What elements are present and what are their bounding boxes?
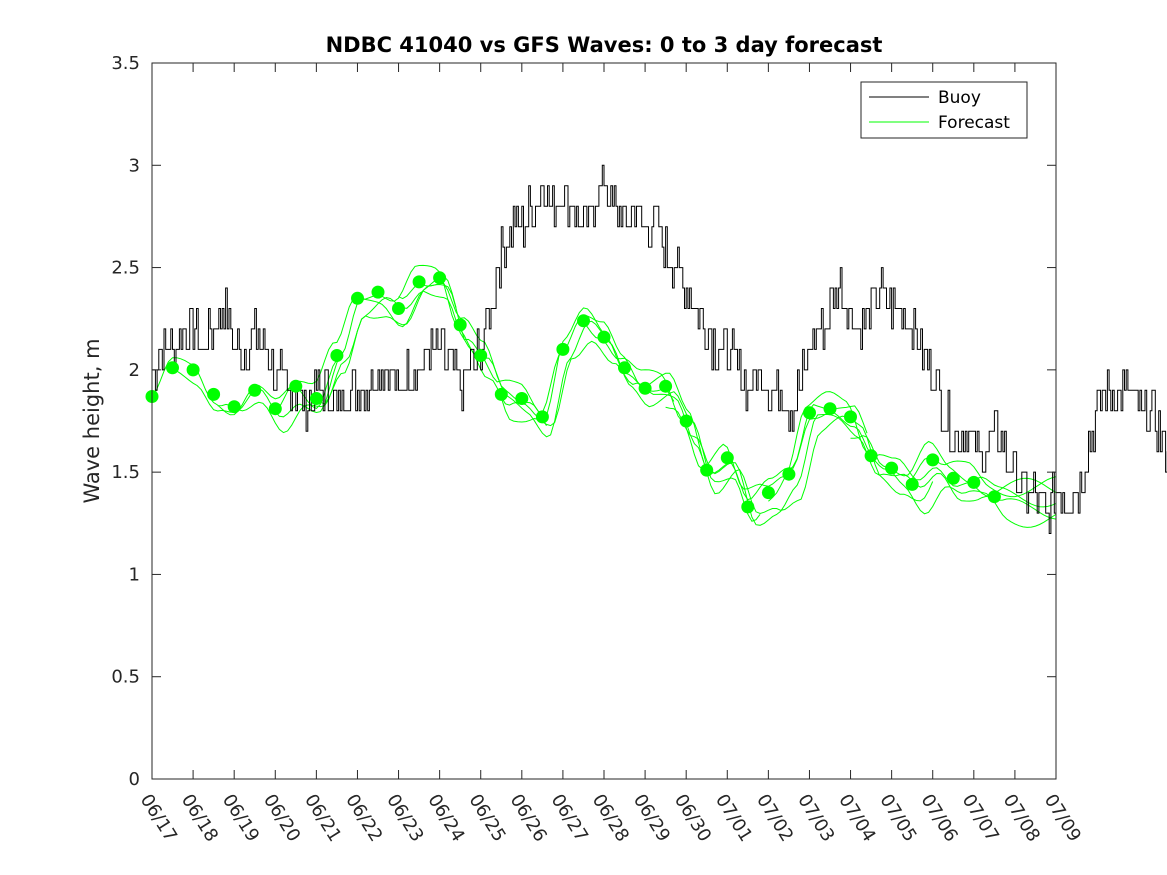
- forecast-point: [268, 402, 282, 416]
- forecast-point: [186, 363, 200, 377]
- forecast-point: [597, 330, 611, 344]
- forecast-point: [351, 291, 364, 305]
- forecast-point: [679, 414, 693, 428]
- forecast-point: [166, 361, 179, 375]
- forecast-point: [864, 449, 878, 463]
- y-tick-label: 0: [129, 769, 140, 790]
- forecast-point: [618, 361, 631, 375]
- forecast-point: [844, 410, 857, 424]
- y-tick-label: 1.5: [111, 462, 140, 483]
- forecast-point: [987, 490, 1001, 504]
- forecast-point: [248, 383, 262, 397]
- forecast-point: [803, 406, 816, 420]
- forecast-point: [535, 410, 549, 424]
- forecast-point: [967, 475, 981, 489]
- buoy-line: [152, 164, 1167, 534]
- forecast-run-line: [500, 340, 934, 515]
- forecast-point: [885, 461, 899, 475]
- forecast-point: [289, 379, 303, 393]
- chart-title: NDBC 41040 vs GFS Waves: 0 to 3 day fore…: [326, 33, 883, 57]
- buoy-series: [152, 164, 1167, 534]
- forecast-point: [494, 387, 508, 401]
- forecast-run-line: [172, 275, 457, 418]
- forecast-point: [741, 500, 755, 514]
- forecast-point: [309, 392, 323, 405]
- forecast-run-line: [316, 290, 761, 522]
- forecast-point: [207, 387, 221, 401]
- forecast-point: [556, 342, 570, 356]
- forecast-point: [392, 302, 405, 315]
- legend: Buoy Forecast: [860, 81, 1028, 139]
- forecast-run-line: [768, 404, 1057, 508]
- y-tick-label: 2: [129, 360, 140, 381]
- forecast-point: [371, 285, 385, 299]
- forecast-run-line: [217, 283, 547, 434]
- forecast-point: [823, 402, 837, 416]
- forecast-run-line: [583, 321, 1057, 497]
- forecast-markers: [145, 271, 1001, 514]
- forecast-point: [761, 486, 775, 500]
- y-tick-label: 2.5: [111, 258, 140, 279]
- y-tick-label: 3.5: [111, 53, 140, 74]
- forecast-point: [453, 318, 467, 332]
- y-axis-label: Wave height, m: [80, 338, 104, 503]
- forecast-point: [577, 314, 590, 328]
- y-tick-label: 3: [129, 155, 140, 176]
- legend-forecast-label: Forecast: [938, 113, 1010, 133]
- forecast-point: [946, 471, 960, 485]
- y-axis-ticks: 0 0.5 1 1.5 2 2.5 3 3.5: [111, 53, 1056, 790]
- forecast-point: [433, 271, 447, 285]
- forecast-point: [782, 467, 796, 481]
- forecast-lines: [151, 264, 1057, 528]
- forecast-point: [926, 453, 940, 467]
- forecast-point: [474, 349, 488, 362]
- forecast-point: [227, 400, 241, 414]
- forecast-point: [412, 275, 426, 289]
- legend-box: [860, 81, 1028, 139]
- y-tick-label: 0.5: [111, 667, 140, 688]
- forecast-run-line: [850, 435, 1057, 528]
- forecast-point: [905, 477, 919, 491]
- y-tick-label: 1: [129, 564, 140, 585]
- forecast-point: [700, 463, 714, 477]
- legend-buoy-label: Buoy: [938, 88, 981, 108]
- forecast-point: [330, 349, 344, 362]
- forecast-point: [720, 451, 734, 465]
- forecast-point: [638, 381, 652, 395]
- forecast-point: [659, 379, 673, 393]
- forecast-point: [515, 392, 529, 405]
